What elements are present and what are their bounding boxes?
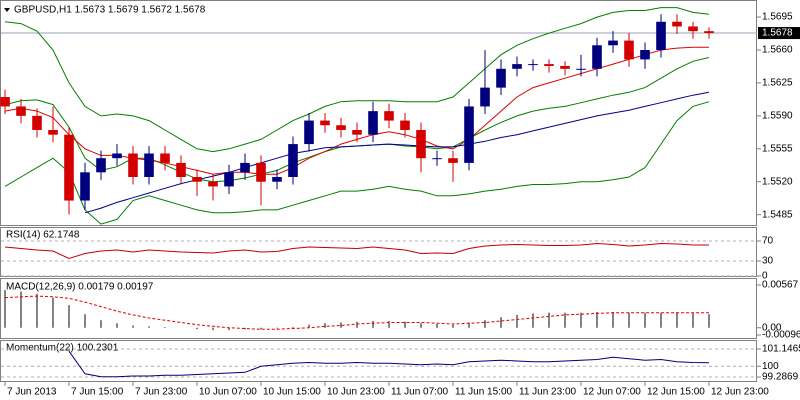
candle-body xyxy=(160,153,170,163)
candle-body xyxy=(624,40,634,60)
menu-triangle xyxy=(4,8,10,12)
x-tick-label: 10 Jun 15:00 xyxy=(263,387,321,398)
indicator-line xyxy=(84,91,710,214)
candle-body xyxy=(480,87,490,107)
candle-body xyxy=(128,153,138,178)
momentum-panel-frame xyxy=(0,340,757,382)
candle-body xyxy=(448,158,458,163)
candle-body xyxy=(560,65,570,69)
y-tick-label: 101.1465 xyxy=(762,344,800,355)
x-tick-label: 12 Jun 15:00 xyxy=(647,387,705,398)
candle-body xyxy=(0,97,10,107)
candle-body xyxy=(544,64,554,66)
y-tick-label: -0.00096 xyxy=(762,330,800,341)
indicator-line xyxy=(4,7,710,153)
candle-body xyxy=(464,106,474,163)
candle-body xyxy=(656,21,666,50)
candle-body xyxy=(112,153,122,159)
indicator-line xyxy=(4,101,710,225)
candle-body xyxy=(592,45,602,69)
candle-body xyxy=(32,115,42,130)
x-tick-label: 11 Jun 07:00 xyxy=(391,387,449,398)
candle-body xyxy=(240,162,250,173)
candle-body xyxy=(96,158,106,173)
x-tick-label: 7 Jun 15:00 xyxy=(71,387,124,398)
candle-body xyxy=(432,158,442,160)
x-tick-label: 7 Jun 2013 xyxy=(7,387,57,398)
candle-body xyxy=(176,162,186,178)
y-tick-label: 1.5590 xyxy=(762,110,793,121)
candle-body xyxy=(48,129,58,135)
y-tick-label: 0 xyxy=(762,271,768,282)
y-tick-label: 0.00 xyxy=(762,322,782,333)
y-tick-label: 100 xyxy=(762,361,779,372)
candle-body xyxy=(272,177,282,182)
y-tick-label: 1.5520 xyxy=(762,176,793,187)
candle-body xyxy=(576,68,586,70)
candle-body xyxy=(512,64,522,69)
rsi-panel-frame xyxy=(0,227,757,277)
price-panel-frame xyxy=(0,0,757,226)
indicator-line xyxy=(4,242,709,260)
y-tick-label: 1.5485 xyxy=(762,209,793,220)
candle-body xyxy=(688,26,698,32)
macd-title: MACD(12,26,9) 0.00179 0.00197 xyxy=(6,282,154,293)
x-tick-label: 7 Jun 23:00 xyxy=(135,387,188,398)
x-tick-label: 11 Jun 15:00 xyxy=(455,387,513,398)
y-tick-label: 1.5695 xyxy=(762,12,793,23)
candle-body xyxy=(288,144,298,178)
y-tick-label: 30 xyxy=(762,256,774,267)
candle-body xyxy=(416,129,426,159)
x-tick-label: 10 Jun 07:00 xyxy=(199,387,257,398)
macd-panel-frame xyxy=(0,278,757,339)
y-tick-label: 1.5555 xyxy=(762,143,793,154)
candle-body xyxy=(208,181,218,187)
candle-body xyxy=(400,120,410,130)
candle-body xyxy=(672,21,682,27)
current-price-box xyxy=(758,27,800,40)
rsi-title: RSI(14) 62.1748 xyxy=(6,230,80,241)
x-tick-label: 10 Jun 23:00 xyxy=(327,387,385,398)
indicator-line xyxy=(68,350,710,378)
candle-body xyxy=(144,153,154,178)
y-tick-label: 1.5625 xyxy=(762,78,793,89)
candle-body xyxy=(384,111,394,121)
x-tick-label: 11 Jun 23:00 xyxy=(519,387,577,398)
y-tick-label: 99.2869 xyxy=(762,372,799,383)
momentum-title: Momentum(22) 100.2301 xyxy=(6,343,119,354)
candle-body xyxy=(256,162,266,182)
x-tick-label: 12 Jun 07:00 xyxy=(583,387,641,398)
candle-body xyxy=(368,111,378,135)
candle-body xyxy=(224,172,234,187)
candle-body xyxy=(704,31,714,34)
candle-body xyxy=(336,125,346,130)
chart-title: GBPUSD,H1 1.5673 1.5679 1.5672 1.5678 xyxy=(14,5,206,16)
candle-body xyxy=(528,64,538,66)
candle-body xyxy=(496,68,506,88)
y-tick-label: 1.5660 xyxy=(762,45,793,56)
y-tick-label: 0.00567 xyxy=(762,280,799,291)
candle-body xyxy=(608,40,618,46)
y-tick-label: 70 xyxy=(762,236,774,247)
x-tick-label: 12 Jun 23:00 xyxy=(711,387,769,398)
candle-body xyxy=(192,177,202,182)
current-price-label: 1.5678 xyxy=(762,28,793,39)
candle-body xyxy=(64,134,74,201)
candle-body xyxy=(320,120,330,126)
signal-line xyxy=(4,295,709,330)
candle-body xyxy=(80,172,90,201)
candle-body xyxy=(16,106,26,116)
candle-body xyxy=(352,129,362,135)
candle-body xyxy=(640,49,650,60)
candle-body xyxy=(304,120,314,145)
